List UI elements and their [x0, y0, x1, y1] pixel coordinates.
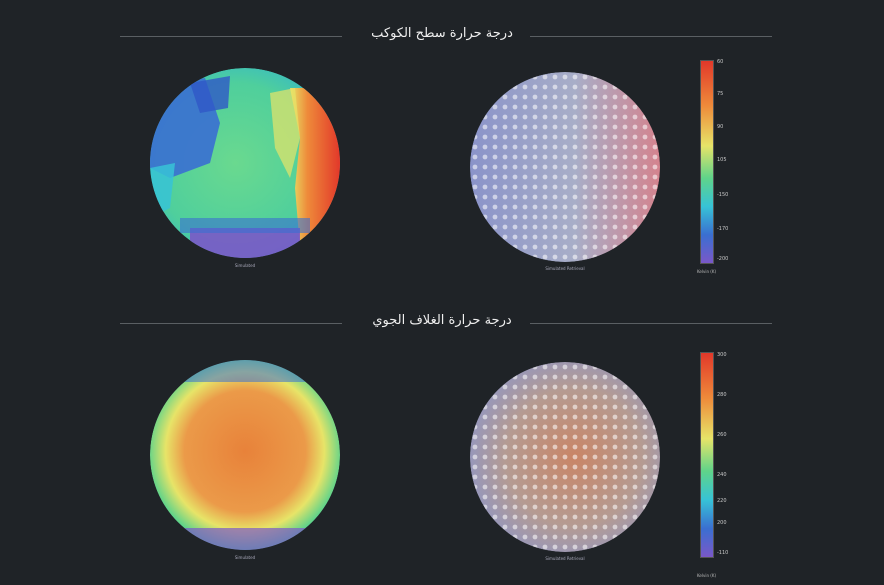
surface-tick-6: -200 [717, 256, 729, 262]
surface-simulated-label: Simulated [234, 263, 256, 268]
atmosphere-tick-0: 300 [717, 352, 727, 358]
section-1-rule-left [120, 36, 342, 37]
atmosphere-tick-3: 240 [717, 472, 727, 478]
atmosphere-tick-1: 280 [717, 392, 727, 398]
atmosphere-retrieval-globe [470, 362, 660, 552]
atmosphere-tick-5: 200 [717, 520, 727, 526]
section-2-title: درجة حرارة الغلاف الجوي [372, 313, 512, 328]
surface-color-scale [700, 60, 714, 264]
section-1-rule-right [530, 36, 772, 37]
surface-tick-4: -150 [717, 192, 729, 198]
section-1-title: درجة حرارة سطح الكوكب [371, 26, 513, 41]
atmosphere-tick-6: -110 [717, 550, 729, 556]
surface-simulated-globe [150, 68, 340, 258]
surface-tick-1: 75 [717, 91, 724, 97]
atmosphere-scale-unit: Kelvin (K) [697, 573, 717, 578]
surface-tick-2: 90 [717, 124, 724, 130]
surface-scale-unit: Kelvin (K) [697, 269, 717, 274]
atmosphere-tick-4: 220 [717, 498, 727, 504]
surface-tick-5: -170 [717, 226, 729, 232]
surface-tick-3: 105 [717, 157, 727, 163]
surface-retrieval-label: Simulated Retrieval [545, 266, 585, 271]
atmosphere-simulated-globe [150, 360, 340, 550]
section-2-rule-right [530, 323, 772, 324]
surface-retrieval-globe [470, 72, 660, 262]
atmosphere-retrieval-label: Simulated Retrieval [545, 556, 585, 561]
surface-tick-0: 60 [717, 59, 724, 65]
section-2-rule-left [120, 323, 342, 324]
atmosphere-simulated-label: Simulated [234, 555, 256, 560]
atmosphere-color-scale [700, 352, 714, 558]
atmosphere-tick-2: 260 [717, 432, 727, 438]
